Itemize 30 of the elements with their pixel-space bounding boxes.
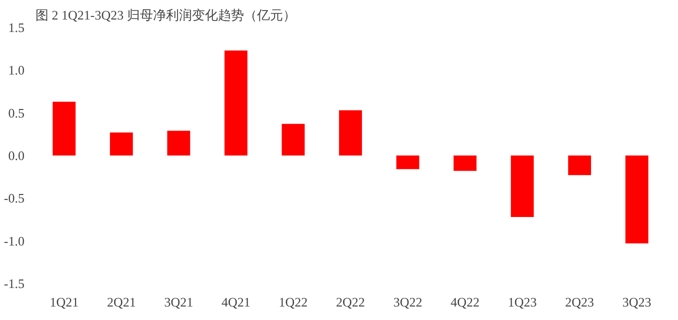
bar — [167, 130, 190, 156]
bar — [282, 124, 305, 156]
bar — [568, 156, 592, 176]
bar — [110, 132, 133, 156]
x-tick-label: 2Q23 — [565, 294, 594, 310]
bar — [339, 110, 362, 156]
bar — [224, 50, 248, 156]
y-tick-label: 0.0 — [8, 148, 24, 163]
y-tick-label: 0.5 — [8, 105, 24, 120]
bar — [454, 156, 476, 171]
bar — [625, 156, 648, 244]
chart-title: 图 2 1Q21-3Q23 归母净利润变化趋势（亿元） — [36, 8, 296, 22]
y-tick-label: -1.5 — [4, 276, 25, 291]
x-tick-label: 3Q23 — [622, 294, 652, 310]
bar — [510, 156, 534, 217]
x-tick-label: 1Q22 — [278, 294, 308, 310]
y-tick-label: 1.0 — [8, 62, 24, 78]
y-tick-label: -1.0 — [4, 233, 25, 248]
x-tick-label: 2Q21 — [106, 294, 136, 310]
x-tick-label: 1Q23 — [508, 294, 537, 310]
x-tick-label: 3Q22 — [393, 294, 422, 310]
x-tick-label: 1Q21 — [50, 294, 79, 310]
bar — [52, 102, 76, 156]
y-tick-label: -0.5 — [4, 190, 25, 206]
x-tick-label: 4Q21 — [222, 294, 250, 310]
x-tick-label: 2Q22 — [336, 294, 365, 310]
x-tick-label: 4Q22 — [450, 294, 480, 310]
x-tick-label: 3Q21 — [164, 294, 194, 310]
y-tick-label: 1.5 — [8, 20, 24, 35]
bar — [396, 156, 420, 170]
